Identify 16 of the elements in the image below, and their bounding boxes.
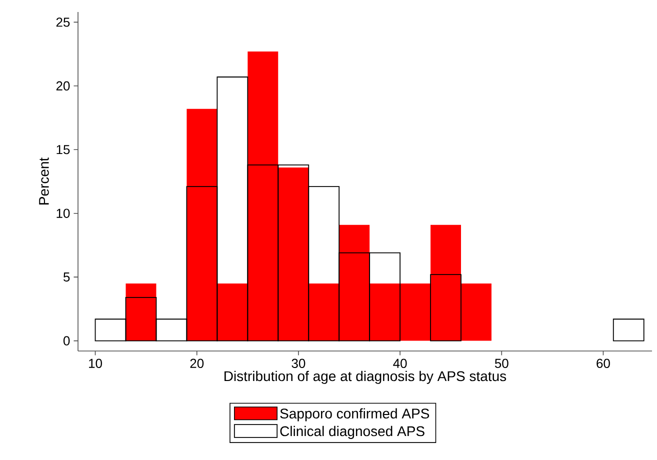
- legend-label: Sapporo confirmed APS: [280, 408, 430, 422]
- x-axis-title: Distribution of age at diagnosis by APS status: [224, 370, 506, 384]
- x-tick-label: 40: [393, 358, 407, 368]
- x-tick-label: 30: [292, 358, 306, 368]
- legend-label: Clinical diagnosed APS: [280, 426, 424, 439]
- x-tick-label: 20: [190, 358, 204, 368]
- x-tick-label: 60: [596, 358, 610, 368]
- y-tick-label: 0: [63, 336, 70, 346]
- x-tick-label: 50: [494, 358, 508, 368]
- y-tick-label: 15: [56, 145, 70, 154]
- y-axis-title: Percent: [39, 157, 49, 204]
- y-tick-label: 10: [56, 208, 70, 218]
- y-tick-label: 5: [63, 272, 70, 282]
- y-tick-label: 20: [56, 81, 70, 91]
- y-tick-label: 25: [56, 18, 70, 27]
- x-tick-label: 10: [89, 358, 102, 368]
